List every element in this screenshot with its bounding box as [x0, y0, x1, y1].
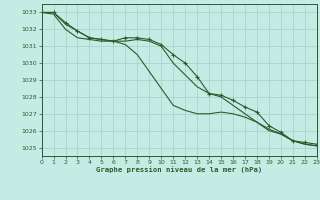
X-axis label: Graphe pression niveau de la mer (hPa): Graphe pression niveau de la mer (hPa) — [96, 167, 262, 173]
